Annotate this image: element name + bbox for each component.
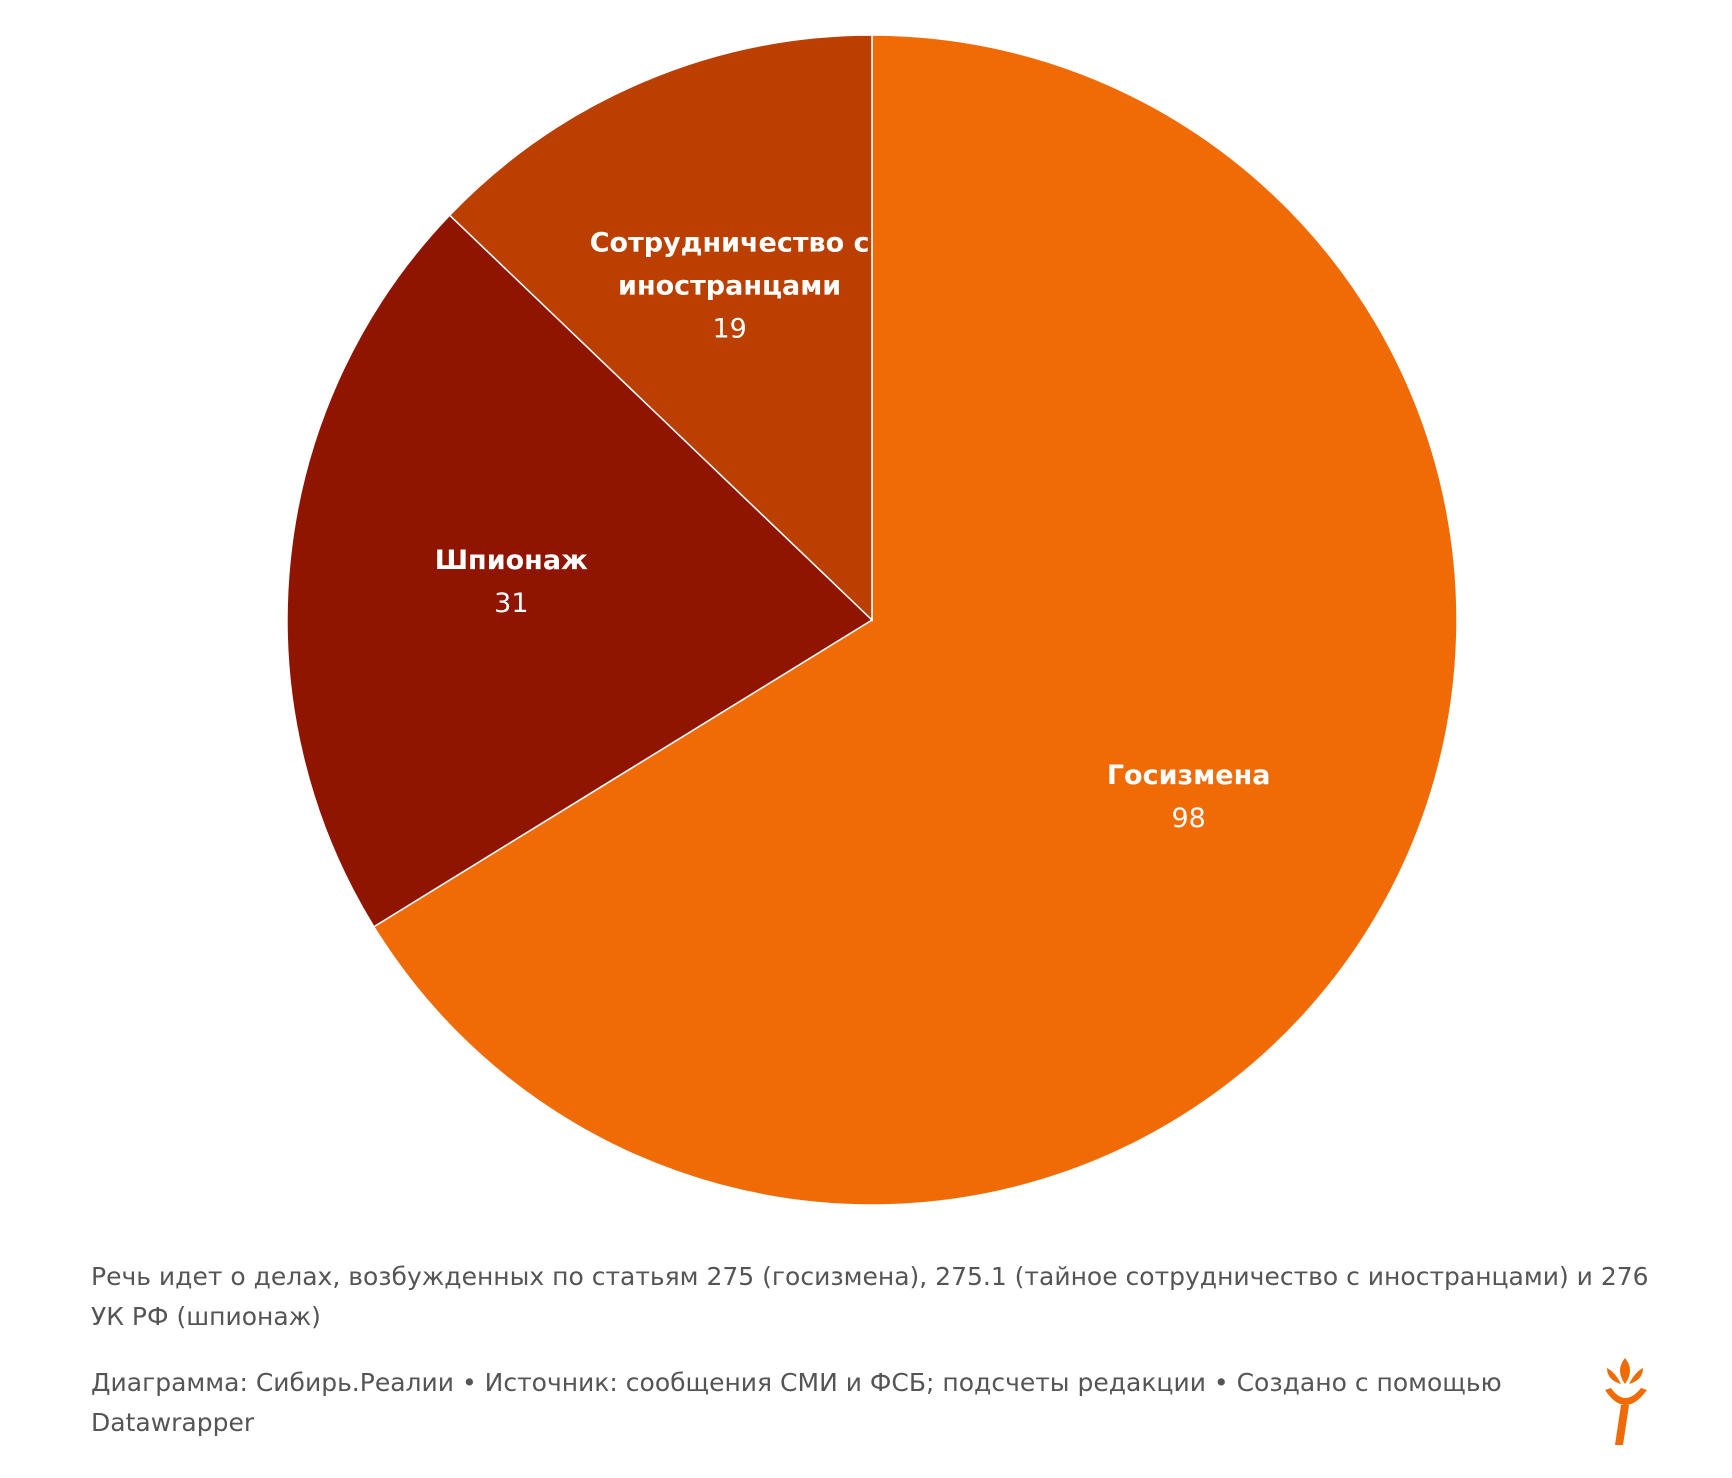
slice-label: Шпионаж 31 (361, 539, 661, 625)
logo-bowl (1605, 1388, 1647, 1405)
logo-torch (1615, 1405, 1629, 1445)
pie-slice (286, 214, 874, 928)
slice-value: 31 (494, 587, 529, 619)
logo (1605, 1358, 1647, 1445)
logo-flame-side (1607, 1368, 1643, 1384)
pie-slice (372, 34, 1458, 1206)
chart-notes: Речь идет о делах, возбужденных по стать… (91, 1262, 1649, 1331)
slice-value: 98 (1171, 802, 1206, 834)
slice-label: Сотрудничество с иностранцами 19 (590, 222, 870, 351)
slice-label: Госизмена 98 (1039, 754, 1339, 840)
chart (286, 34, 1458, 1206)
slice-name: Сотрудничество с иностранцами (589, 227, 870, 302)
chart-footer: Диаграмма: Сибирь.Реалии • Источник: соо… (91, 1368, 1502, 1437)
slice-value: 19 (712, 313, 747, 345)
slice-name: Шпионаж (434, 544, 588, 576)
slice-name: Госизмена (1106, 759, 1271, 791)
logo-flame (1620, 1358, 1630, 1384)
pie-slice (448, 34, 873, 622)
